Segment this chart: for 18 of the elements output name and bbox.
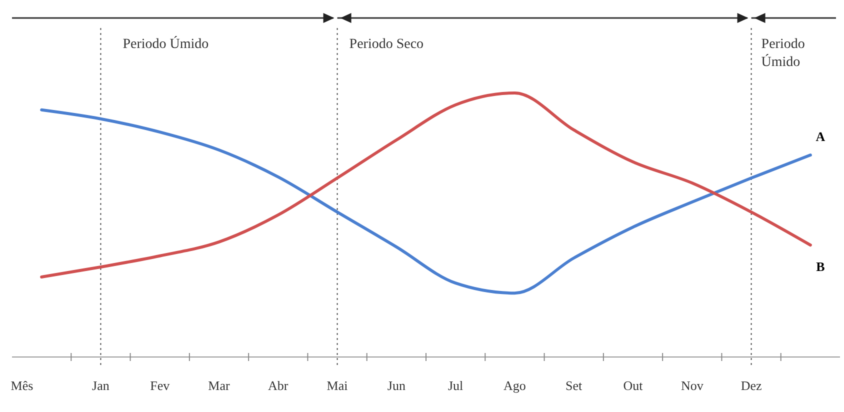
x-tick-label: Ago	[504, 378, 526, 393]
x-tick-label: Dez	[740, 378, 762, 393]
x-axis-title: Mês	[10, 378, 34, 393]
text: Periodo Úmido	[122, 35, 209, 52]
x-tick-label: Jul	[448, 378, 464, 393]
series-label: A	[816, 129, 826, 144]
x-tick-label: Mar	[208, 378, 230, 393]
x-tick-label: Nov	[680, 378, 704, 393]
text: Periodo Seco	[349, 37, 424, 52]
x-tick-label: Jun	[387, 378, 406, 393]
x-tick-label: Jan	[92, 378, 110, 393]
x-tick-label: Mai	[326, 378, 348, 393]
text: Periodo Úmido	[761, 37, 805, 70]
x-tick-label: Fev	[150, 378, 170, 393]
x-tick-label: Abr	[268, 378, 289, 393]
x-tick-label: Out	[623, 378, 644, 393]
x-tick-label: Set	[566, 378, 583, 393]
series-label: B	[816, 259, 826, 274]
